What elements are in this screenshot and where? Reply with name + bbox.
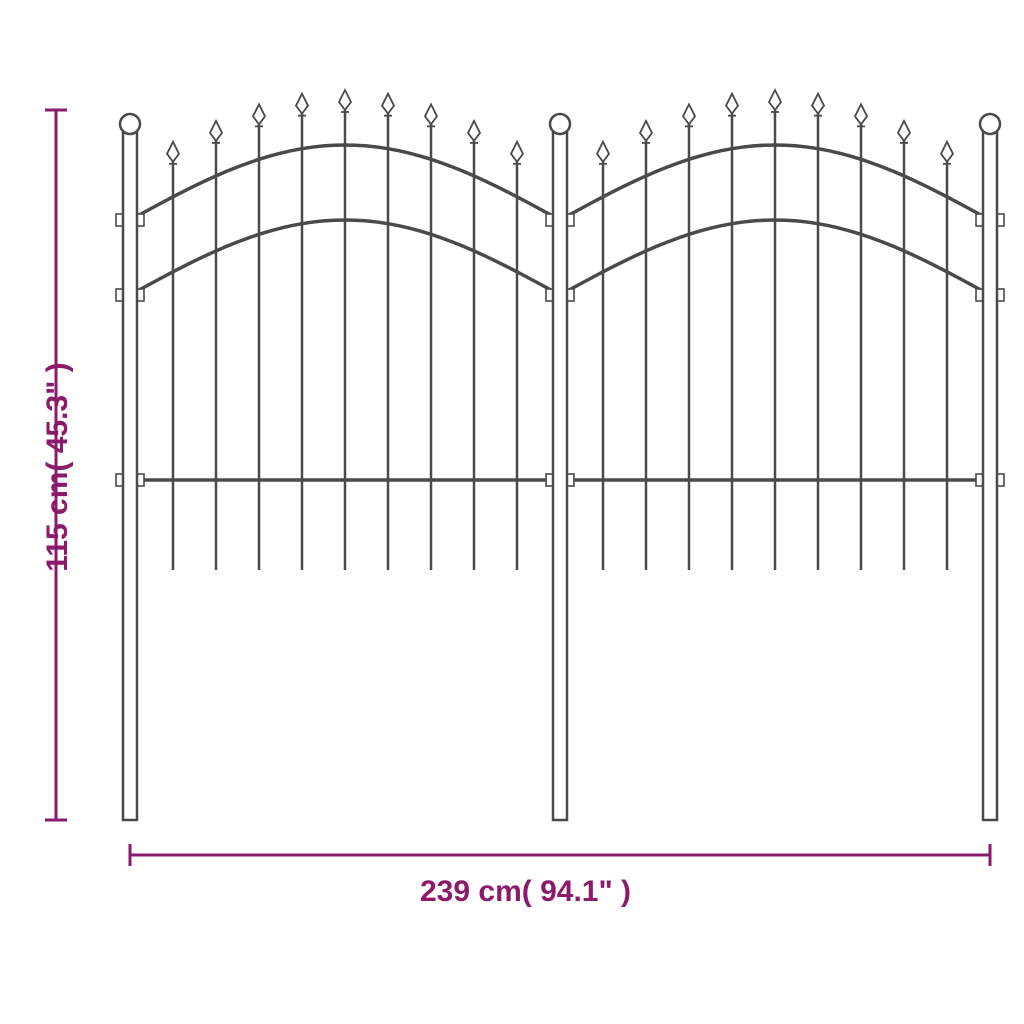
- height-dimension-label: 115 cm( 45.3" ): [41, 357, 75, 577]
- width-dimension-label: 239 cm( 94.1" ): [420, 875, 631, 909]
- diagram-canvas: 115 cm( 45.3" ) 239 cm( 94.1" ): [0, 0, 1024, 1024]
- fence-diagram-svg: [0, 0, 1024, 1024]
